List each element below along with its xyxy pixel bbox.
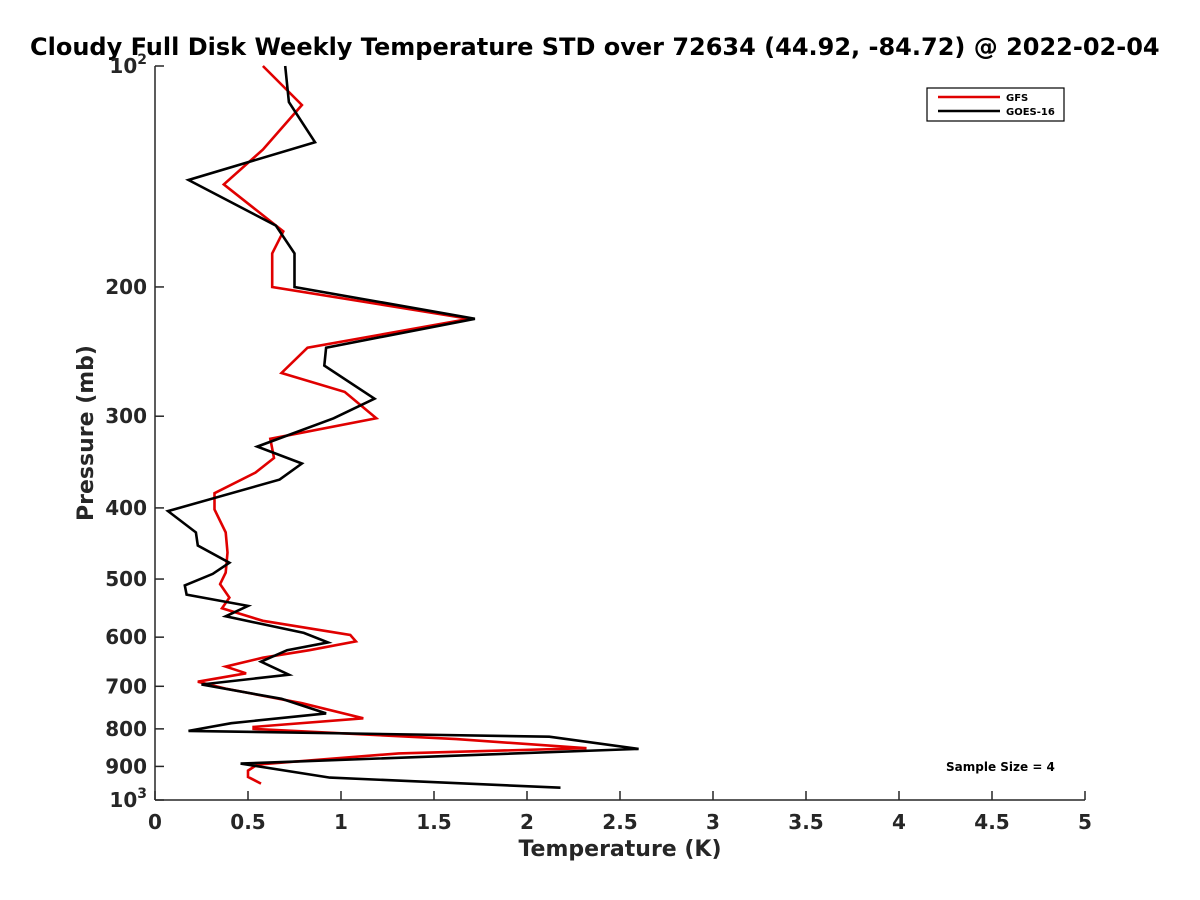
x-tick-label: 2.5 <box>602 810 637 834</box>
y-tick-label: 700 <box>105 674 147 698</box>
y-tick-exponent: 3 <box>137 786 147 802</box>
x-ticks: 0 0.5 1 1.5 2 2.5 3 3.5 4 4.5 5 <box>148 791 1092 834</box>
x-tick-label: 1 <box>334 810 348 834</box>
x-tick-label: 2 <box>520 810 534 834</box>
y-tick-label: 103 <box>109 786 147 812</box>
y-tick-label: 102 <box>109 52 147 78</box>
x-tick-label: 3.5 <box>788 810 823 834</box>
x-tick-label: 4 <box>892 810 906 834</box>
y-tick-label: 800 <box>105 717 147 741</box>
x-tick-label: 3 <box>706 810 720 834</box>
legend-label-goes16: GOES-16 <box>1006 107 1055 118</box>
y-tick-label: 900 <box>105 754 147 778</box>
x-tick-label: 5 <box>1078 810 1092 834</box>
series-layer <box>165 65 639 789</box>
y-tick-label: 400 <box>105 496 147 520</box>
x-tick-label: 0 <box>148 810 162 834</box>
x-axis-label: Temperature (K) <box>518 837 721 862</box>
series-line-goes16 <box>165 65 639 789</box>
y-axis-label: Pressure (mb) <box>74 345 99 521</box>
legend: GFS GOES-16 <box>926 87 1065 122</box>
y-tick-label: 500 <box>105 567 147 591</box>
x-tick-label: 1.5 <box>416 810 451 834</box>
chart-title: Cloudy Full Disk Weekly Temperature STD … <box>30 33 1160 61</box>
x-tick-label: 4.5 <box>974 810 1009 834</box>
sample-size-annotation: Sample Size = 4 <box>946 760 1055 774</box>
y-tick-exponent: 2 <box>137 52 147 68</box>
y-tick-label: 600 <box>105 625 147 649</box>
y-tick-base: 10 <box>109 788 137 812</box>
legend-label-gfs: GFS <box>1006 93 1028 104</box>
legend-box <box>926 87 1065 122</box>
y-tick-label: 300 <box>105 404 147 428</box>
y-tick-label: 200 <box>105 275 147 299</box>
y-tick-base: 10 <box>109 54 137 78</box>
x-tick-label: 0.5 <box>230 810 265 834</box>
